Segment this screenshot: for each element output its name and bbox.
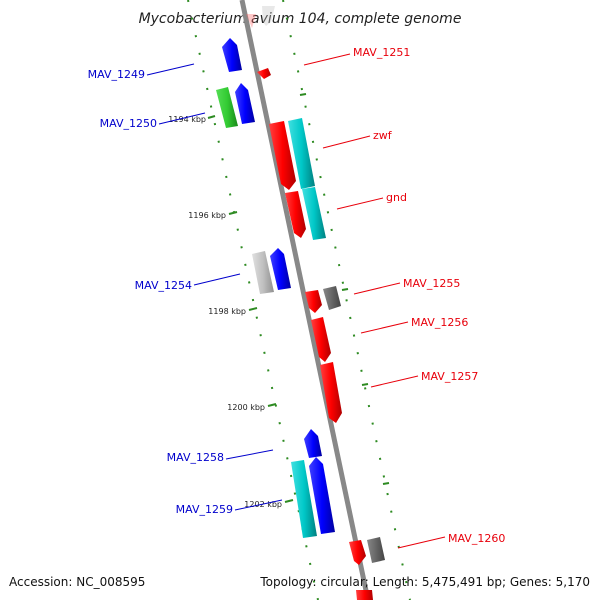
gene-arrow-mav-1255-gray[interactable]	[323, 286, 341, 310]
ring-mark	[341, 288, 349, 291]
accession-text: Accession: NC_008595	[9, 575, 145, 589]
leader-line-mav-1254	[193, 273, 241, 286]
tick-mark	[248, 307, 258, 311]
leader-line-zwf	[322, 135, 371, 149]
gene-label[interactable]: MAV_1254	[135, 279, 192, 292]
gene-arrow-gnd-cyan[interactable]	[302, 187, 326, 240]
kbp-ticks: 1194 kbp 1196 kbp 1198 kbp 1200 kbp 1202…	[168, 115, 294, 509]
tick-label: 1196 kbp	[188, 211, 226, 220]
gene-label[interactable]: MAV_1255	[403, 277, 460, 290]
gene-arrow-mav-1258[interactable]	[304, 429, 322, 458]
gene-arrow-mav-1257[interactable]	[320, 362, 342, 423]
gene-arrow-gnd[interactable]	[285, 191, 306, 238]
gene-arrow-zwf[interactable]	[269, 121, 296, 190]
partial-features-top	[246, 6, 275, 28]
genome-backbone	[239, 0, 371, 600]
gene-arrow-mav-1254-gray[interactable]	[252, 251, 274, 294]
map-title: Mycobacterium avium 104, complete genome	[139, 11, 462, 27]
gene-arrow-mav-1250[interactable]	[235, 83, 255, 124]
gene-arrow-mav-1254[interactable]	[270, 248, 291, 290]
leader-lines	[146, 53, 446, 549]
leader-line-mav-1259	[234, 499, 283, 511]
gene-arrow-mav-1255[interactable]	[305, 290, 322, 313]
partial-feature-bottom	[356, 590, 373, 600]
genome-stats-text: Topology: circular; Length: 5,475,491 bp…	[259, 575, 590, 589]
gene-arrow-mav-1260[interactable]	[349, 540, 366, 565]
gene-label[interactable]: MAV_1251	[353, 46, 410, 59]
ring-mark	[382, 482, 390, 485]
gene-arrow-mav-1259-cyan[interactable]	[291, 460, 317, 538]
outer-ring-guide	[282, 0, 411, 600]
gene-label[interactable]: gnd	[386, 191, 407, 204]
leader-line-mav-1260	[397, 536, 446, 549]
partial-feature-red	[246, 14, 256, 28]
gene-arrow-mav-1249[interactable]	[222, 38, 242, 72]
gene-label[interactable]: MAV_1258	[167, 451, 224, 464]
leader-line-mav-1257	[370, 375, 419, 388]
outer-ring-marks	[299, 93, 390, 485]
tick-label: 1198 kbp	[208, 307, 246, 316]
ring-mark	[299, 93, 307, 96]
inner-ring-guide	[187, 0, 319, 600]
leader-line-mav-1255	[353, 282, 401, 295]
gene-arrow-mav-1260-gray[interactable]	[367, 537, 385, 563]
tick-mark	[267, 403, 277, 407]
gene-arrow-mav-1251[interactable]	[257, 68, 271, 79]
tick-mark	[207, 115, 216, 119]
gene-label[interactable]: MAV_1250	[100, 117, 157, 130]
leader-line-mav-1256	[360, 321, 409, 334]
leader-line-gnd	[336, 197, 384, 210]
leader-line-mav-1258	[225, 449, 274, 460]
tick-label: 1194 kbp	[168, 115, 206, 124]
partial-feature-gray	[262, 6, 275, 26]
gene-features	[216, 38, 385, 565]
gene-label[interactable]: MAV_1259	[176, 503, 233, 516]
ring-mark	[361, 383, 369, 386]
gene-label[interactable]: MAV_1260	[448, 532, 505, 545]
gene-label[interactable]: MAV_1256	[411, 316, 468, 329]
gene-arrow-mav-1250-green[interactable]	[216, 87, 238, 128]
gene-arrow-zwf-cyan[interactable]	[288, 118, 315, 189]
leader-line-mav-1249	[146, 63, 195, 76]
leader-line-mav-1251	[303, 53, 351, 66]
gene-label[interactable]: MAV_1249	[88, 68, 145, 81]
gene-arrow-mav-1259[interactable]	[309, 457, 335, 534]
gene-label[interactable]: MAV_1257	[421, 370, 478, 383]
gene-label[interactable]: zwf	[373, 129, 393, 142]
tick-mark	[284, 499, 294, 503]
gene-arrow-mav-1256[interactable]	[311, 317, 331, 362]
tick-label: 1200 kbp	[227, 403, 265, 412]
leader-line-mav-1250	[158, 112, 206, 125]
ring-guides	[187, 0, 411, 600]
tick-mark	[228, 211, 238, 215]
gene-labels: MAV_1249 MAV_1250 MAV_1251 zwf gnd MAV_1…	[88, 46, 506, 545]
